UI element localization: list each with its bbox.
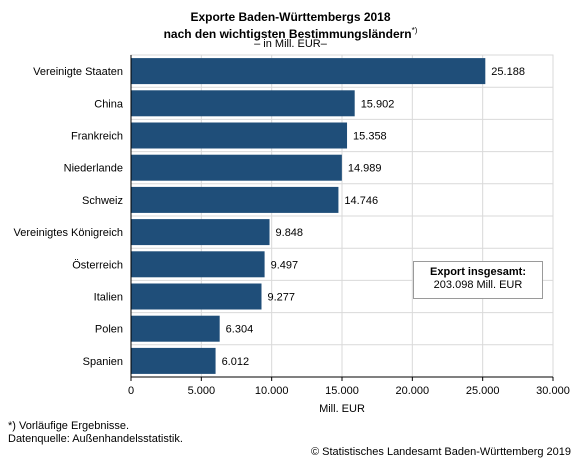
chart-title-line1: Exporte Baden-Württembergs 2018 [190, 10, 391, 24]
x-tick-label: 15.000 [325, 385, 359, 397]
value-label: 9.277 [267, 292, 295, 304]
copyright: © Statistisches Landesamt Baden-Württemb… [310, 446, 571, 458]
total-export-box: Export insgesamt: 203.098 Mill. EUR [413, 261, 543, 299]
category-label: Frankreich [71, 131, 123, 143]
x-tick-label: 20.000 [396, 385, 430, 397]
category-label: Polen [95, 324, 123, 336]
category-label: Vereinigtes Königreich [14, 227, 123, 239]
category-label: Vereinigte Staaten [33, 66, 123, 78]
bar [131, 122, 348, 149]
value-label: 25.188 [491, 66, 525, 78]
value-label: 9.848 [276, 227, 304, 239]
x-axis-title: Mill. EUR [319, 403, 365, 415]
footnote-preliminary: *) Vorläufige Ergebnisse. [8, 420, 130, 432]
value-label: 15.358 [353, 131, 387, 143]
category-label: China [94, 98, 124, 110]
total-export-label: Export insgesamt: [430, 266, 526, 278]
category-label: Spanien [83, 356, 123, 368]
value-label: 15.902 [361, 98, 395, 110]
bar [131, 315, 220, 342]
bar [131, 347, 216, 374]
x-tick-label: 25.000 [466, 385, 500, 397]
x-tick-label: 30.000 [536, 385, 570, 397]
chart-title-line2-text: nach den wichtigsten Bestimmungsländern [163, 27, 412, 41]
title-footnote-mark: *) [411, 26, 418, 35]
value-label: 9.497 [271, 259, 299, 271]
value-label: 14.746 [344, 195, 378, 207]
footnote-source: Datenquelle: Außenhandelsstatistik. [8, 433, 183, 445]
bar [131, 58, 486, 85]
value-label: 6.012 [222, 356, 250, 368]
x-tick-label: 10.000 [255, 385, 289, 397]
category-label: Österreich [72, 259, 123, 271]
bar [131, 251, 265, 278]
bar [131, 154, 342, 181]
value-label: 6.304 [226, 324, 254, 336]
bar [131, 219, 270, 246]
chart-subtitle: – in Mill. EUR– [254, 38, 327, 50]
value-label: 14.989 [348, 163, 382, 175]
bar [131, 90, 355, 117]
bar [131, 283, 262, 310]
bar [131, 186, 339, 213]
category-label: Schweiz [82, 195, 123, 207]
category-label: Italien [94, 292, 123, 304]
x-tick-label: 5.000 [188, 385, 216, 397]
x-tick-label: 0 [128, 385, 134, 397]
chart-title-line2: nach den wichtigsten Bestimmungsländern*… [0, 24, 581, 41]
total-export-value: 203.098 Mill. EUR [433, 279, 523, 291]
category-label: Niederlande [64, 163, 123, 175]
